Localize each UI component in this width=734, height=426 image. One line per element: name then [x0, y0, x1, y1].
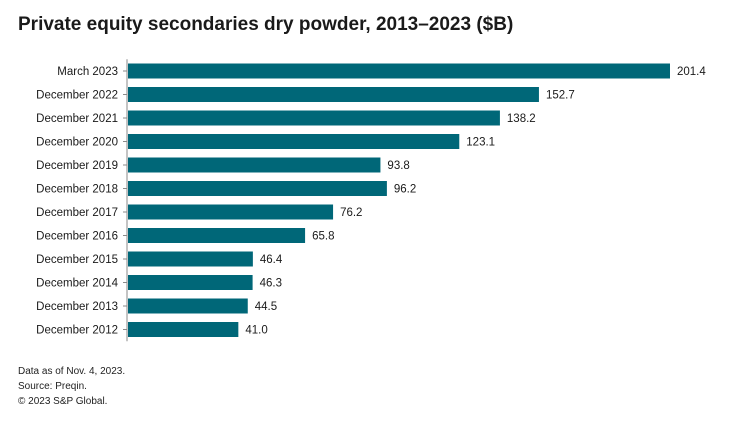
category-label: December 2022 [36, 90, 118, 102]
value-label: 76.2 [340, 207, 362, 219]
category-label: December 2018 [36, 184, 118, 196]
bar [128, 322, 239, 337]
value-label: 46.4 [260, 254, 283, 266]
bar [128, 298, 248, 314]
bar [128, 228, 306, 243]
footnotes: Data as of Nov. 4, 2023. Source: Preqin.… [18, 364, 125, 409]
bar [128, 181, 387, 196]
bar [128, 251, 253, 267]
category-label: December 2017 [36, 207, 118, 219]
bar [128, 87, 539, 102]
category-label: December 2015 [36, 254, 118, 266]
chart-title: Private equity secondaries dry powder, 2… [18, 14, 514, 35]
category-label: December 2019 [36, 160, 118, 172]
value-label: 41.0 [245, 325, 267, 337]
bar-chart: March 2023 201.4 December 2022 152.7 Decembe… [36, 59, 706, 342]
category-label: December 2020 [36, 137, 118, 149]
bar [128, 204, 334, 220]
source-note: Source: Preqin. [18, 381, 87, 392]
value-label: 65.8 [312, 231, 334, 243]
value-label: 138.2 [507, 113, 536, 125]
category-label: December 2012 [36, 325, 118, 337]
value-label: 152.7 [546, 90, 575, 102]
bar [128, 134, 460, 149]
bar [128, 110, 500, 126]
category-label: March 2023 [57, 66, 118, 78]
category-label: December 2014 [36, 278, 118, 290]
category-label: December 2016 [36, 231, 118, 243]
bar [128, 157, 381, 173]
copyright-note: © 2023 S&P Global. [18, 396, 108, 407]
category-label: December 2021 [36, 113, 118, 125]
value-label: 96.2 [394, 184, 416, 196]
bar [128, 275, 253, 290]
value-label: 123.1 [466, 137, 495, 149]
category-label: December 2013 [36, 301, 118, 313]
value-label: 44.5 [255, 301, 277, 313]
data-note: Data as of Nov. 4, 2023. [18, 366, 126, 377]
value-label: 201.4 [677, 66, 706, 78]
value-label: 93.8 [387, 160, 409, 172]
value-label: 46.3 [260, 278, 282, 290]
bar [128, 63, 670, 79]
